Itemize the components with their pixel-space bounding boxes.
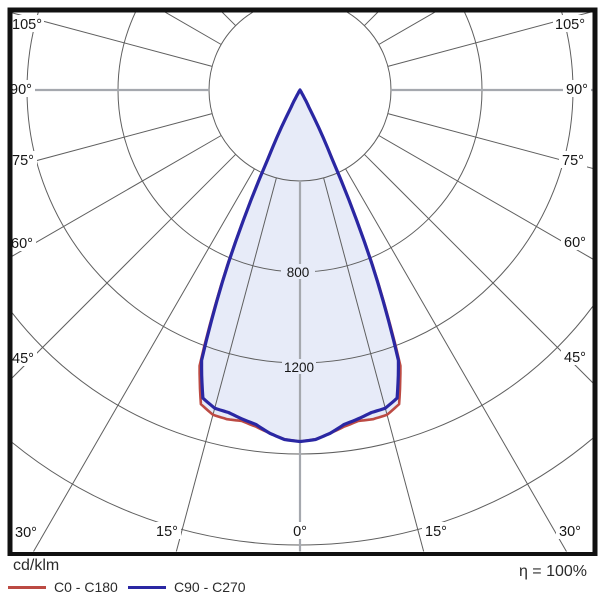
angle-tick-label: 75°	[12, 153, 34, 169]
angle-tick-label: 75°	[562, 153, 584, 169]
grid-ray-right-105	[387, 12, 592, 67]
angle-tick-labels: 105° 90° 75° 60° 45° 30° 15° 0° 15° 30° 45° 60° 75° 9…	[7, 15, 591, 541]
c0-c180-line-swatch	[8, 585, 46, 589]
angle-tick-label: 105°	[12, 17, 42, 33]
tick-label-halo	[561, 233, 589, 250]
tick-label-halo	[10, 15, 44, 32]
angle-tick-label: 45°	[564, 350, 586, 366]
legend-label: C0 - C180	[54, 579, 118, 595]
grid-ray-right-60	[378, 135, 593, 260]
tick-label-halo	[12, 523, 40, 540]
tick-label-halo	[9, 349, 37, 366]
tick-label-halo	[286, 522, 314, 539]
unit-label: cd/klm	[13, 557, 60, 574]
tick-label-halo	[553, 15, 587, 32]
angle-tick-label: 60°	[11, 236, 33, 252]
grid-ray-right-75	[387, 113, 593, 169]
grid-ray-right-15	[323, 177, 425, 552]
angle-tick-label: 90°	[10, 82, 32, 98]
tick-label-halo	[422, 522, 450, 539]
grid-ray-left-75	[12, 113, 213, 168]
tick-label-halo	[7, 80, 35, 97]
chart-legend: cd/klm η = 100% C0 - C180 C90 - C270	[0, 556, 600, 600]
tick-label-halo	[563, 80, 591, 97]
frame-border	[7, 7, 598, 557]
angle-tick-label: 105°	[555, 17, 585, 33]
grid-ray-left-30	[32, 168, 255, 552]
ring-label-halo	[282, 359, 316, 374]
c90-c270-curve	[200, 88, 400, 444]
grid-ray-left-105	[12, 12, 213, 67]
angle-tick-label: 45°	[12, 351, 34, 367]
angle-tick-label: 30°	[559, 524, 581, 540]
legend-item-c0-c180: C0 - C180	[8, 578, 118, 596]
angle-tick-label: 15°	[425, 524, 447, 540]
tick-label-halo	[556, 522, 584, 539]
ring-label-halo	[281, 264, 315, 279]
angle-tick-label: 90°	[566, 82, 588, 98]
tick-label-halo	[561, 348, 589, 365]
ring-value-label: 1200	[284, 360, 314, 375]
grid-ray-right-45	[363, 153, 593, 384]
angle-tick-label: 0°	[293, 524, 307, 540]
grid-ray-right-30	[345, 168, 568, 552]
legend-item-c90-c270: C90 - C270	[128, 578, 246, 596]
grid-ray-left-45	[12, 153, 237, 379]
angle-tick-label: 30°	[15, 525, 37, 541]
ring-value-label: 800	[287, 265, 310, 280]
grid-ray-left-60	[12, 135, 222, 257]
tick-label-halo	[8, 234, 36, 251]
light-output-ratio-label: η = 100%	[518, 563, 587, 580]
tick-label-halo	[153, 522, 181, 539]
legend-label: C90 - C270	[174, 579, 246, 595]
angle-tick-label: 15°	[156, 524, 178, 540]
tick-label-halo	[9, 151, 37, 168]
angle-tick-label: 60°	[564, 235, 586, 251]
tick-label-halo	[559, 151, 587, 168]
grid-ray-left-15	[175, 177, 277, 552]
c90-c270-line-swatch	[128, 585, 166, 589]
